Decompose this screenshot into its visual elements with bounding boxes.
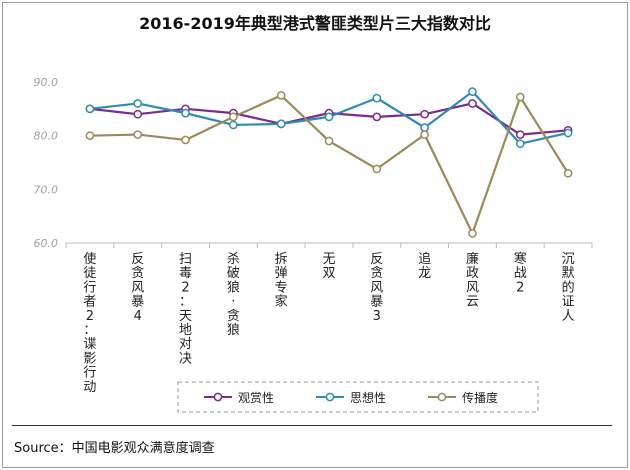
- legend-label: 传播度: [462, 390, 498, 405]
- data-point: [515, 139, 525, 149]
- data-point: [133, 99, 143, 108]
- x-tick-label: 反贪风暴 3: [370, 252, 383, 324]
- legend-label: 思想性: [350, 390, 386, 405]
- x-tick-label: 沉默的证人: [562, 252, 575, 324]
- data-point: [515, 130, 525, 139]
- data-point: [468, 99, 477, 108]
- x-tick-label: 杀破狼·贪狼: [227, 252, 240, 338]
- data-point: [563, 128, 573, 138]
- y-tick-label: 70.0: [34, 183, 59, 196]
- data-point: [324, 112, 334, 122]
- legend-swatch-marker: [213, 392, 223, 402]
- x-tick-label-text: 使徒行者 2 ：谍影行动: [83, 251, 96, 395]
- y-tick-label: 60.0: [34, 237, 59, 250]
- chart-title: 2016-2019年典型港式警匪类型片三大指数对比: [139, 14, 491, 33]
- y-tick-label: 80.0: [34, 130, 59, 143]
- legend-label: 观赏性: [238, 391, 274, 405]
- data-point: [468, 228, 477, 238]
- x-tick-label-text: 拆弹专家: [275, 252, 288, 310]
- series-layer: [85, 87, 573, 238]
- x-tick-label: 廉政风云: [466, 251, 479, 310]
- x-tick-label: 无双: [322, 252, 335, 281]
- x-tick-label-text: 追龙: [418, 251, 431, 281]
- data-point: [133, 109, 143, 119]
- footer-divider: [12, 425, 612, 426]
- data-point: [372, 112, 382, 122]
- data-point: [324, 136, 334, 146]
- data-point: [276, 119, 286, 129]
- data-point: [276, 91, 286, 100]
- data-point: [372, 164, 382, 174]
- data-point: [420, 123, 429, 132]
- data-point: [420, 109, 429, 119]
- data-point: [85, 131, 95, 141]
- legend-box: [177, 381, 539, 413]
- data-point: [229, 120, 238, 130]
- data-point: [420, 130, 429, 139]
- y-tick-label: 90.0: [34, 76, 59, 89]
- x-tick-label-text: 扫毒 2 ：天地对决: [179, 252, 192, 366]
- data-point: [181, 135, 190, 145]
- x-tick-label: 扫毒 2 ：天地对决: [179, 252, 192, 366]
- x-tick-label: 寒战 2: [514, 251, 527, 295]
- data-point: [85, 104, 95, 114]
- legend: 观赏性 思想性 传播度: [177, 381, 539, 413]
- data-point: [372, 93, 382, 103]
- x-tick-label-text: 反贪风暴 4: [131, 252, 144, 324]
- data-point: [181, 108, 190, 118]
- data-point: [133, 130, 143, 139]
- x-tick-label-text: 无双: [322, 252, 335, 281]
- data-point: [468, 87, 477, 97]
- x-tick-label-text: 廉政风云: [466, 251, 479, 310]
- x-tick-label: 追龙: [418, 251, 431, 281]
- x-tick-label-text: 反贪风暴 3: [370, 252, 383, 324]
- source-note: Source：中国电影观众满意度调查: [14, 441, 215, 456]
- data-point: [229, 112, 238, 122]
- legend-swatch-marker: [325, 392, 335, 402]
- axis-layer: 60.0 70.0 80.0 90.0 使徒行者 2 ：谍影行动 反贪风暴 4 扫毒 2 ：天地对决 杀…: [34, 76, 593, 395]
- x-tick-label-text: 沉默的证人: [562, 252, 575, 324]
- x-tick-label: 拆弹专家: [275, 252, 288, 310]
- x-tick-label-text: 杀破狼·贪狼: [227, 252, 240, 338]
- x-tick-label: 使徒行者 2 ：谍影行动: [83, 251, 96, 395]
- data-point: [515, 92, 525, 102]
- x-tick-label-text: 寒战 2: [514, 251, 527, 295]
- legend-swatch-marker: [437, 392, 447, 402]
- data-point: [563, 168, 573, 178]
- x-tick-label: 反贪风暴 4: [131, 252, 144, 324]
